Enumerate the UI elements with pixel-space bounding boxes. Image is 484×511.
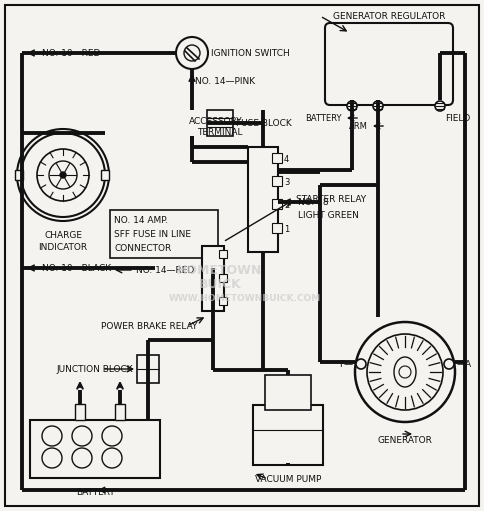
Text: BATTERY: BATTERY — [76, 487, 114, 497]
Circle shape — [37, 149, 89, 201]
Circle shape — [42, 426, 62, 446]
Text: NO. 14—PINK: NO. 14—PINK — [195, 77, 255, 85]
Bar — [272, 199, 282, 209]
Text: STARTER RELAY: STARTER RELAY — [296, 195, 366, 203]
Circle shape — [72, 426, 92, 446]
Circle shape — [102, 448, 122, 468]
Circle shape — [356, 359, 366, 369]
Text: NO. 14—RED: NO. 14—RED — [136, 266, 194, 274]
Text: POWER BRAKE RELAY: POWER BRAKE RELAY — [101, 321, 197, 331]
Circle shape — [347, 101, 357, 111]
Circle shape — [102, 426, 122, 446]
Bar — [272, 153, 282, 163]
Text: BUICK: BUICK — [198, 277, 242, 290]
Circle shape — [176, 37, 208, 69]
Bar — [219, 297, 227, 305]
Circle shape — [72, 448, 92, 468]
Bar — [202, 246, 224, 311]
Circle shape — [184, 45, 200, 61]
Text: F—: F— — [339, 360, 353, 368]
Text: JUNCTION BLOCK: JUNCTION BLOCK — [56, 364, 133, 374]
Text: IGNITION SWITCH: IGNITION SWITCH — [211, 49, 290, 58]
Circle shape — [367, 334, 443, 410]
Text: SFF FUSE IN LINE: SFF FUSE IN LINE — [114, 229, 191, 239]
Bar — [115, 404, 125, 420]
Text: GENERATOR: GENERATOR — [378, 436, 432, 445]
Text: WWW.HOMETOWNBUICK.COM: WWW.HOMETOWNBUICK.COM — [169, 293, 321, 303]
Ellipse shape — [394, 357, 416, 387]
Bar — [110, 210, 218, 258]
Text: ARM: ARM — [349, 122, 368, 130]
Bar — [30, 420, 160, 478]
Circle shape — [60, 172, 66, 178]
Circle shape — [17, 129, 109, 221]
Bar — [219, 250, 227, 258]
Bar — [75, 404, 85, 420]
Bar — [265, 375, 311, 410]
Text: HOMETOWN: HOMETOWN — [177, 264, 263, 276]
Text: CHARGE
INDICATOR: CHARGE INDICATOR — [38, 231, 88, 252]
Text: —A: —A — [457, 360, 472, 368]
Circle shape — [21, 133, 105, 217]
Text: 4: 4 — [284, 154, 289, 164]
Text: NO. 10—RED: NO. 10—RED — [42, 49, 100, 58]
Circle shape — [49, 161, 77, 189]
Circle shape — [42, 448, 62, 468]
Circle shape — [399, 366, 411, 378]
Circle shape — [373, 101, 383, 111]
Bar — [15, 170, 23, 180]
Text: LIGHT GREEN: LIGHT GREEN — [298, 211, 359, 220]
Text: BATTERY: BATTERY — [305, 113, 342, 123]
Circle shape — [435, 101, 445, 111]
Bar — [219, 274, 227, 282]
Text: VACUUM PUMP: VACUUM PUMP — [255, 475, 321, 483]
Bar — [207, 110, 233, 136]
Bar — [137, 355, 159, 383]
Text: 3: 3 — [284, 177, 289, 187]
Circle shape — [444, 359, 454, 369]
Bar — [248, 147, 278, 252]
Text: FIELD: FIELD — [445, 113, 470, 123]
Bar — [253, 405, 323, 465]
Text: NO. 18: NO. 18 — [298, 197, 329, 206]
Bar — [101, 170, 109, 180]
Text: ACCESSORY
TERMINAL: ACCESSORY TERMINAL — [189, 118, 243, 137]
Text: NO. 14 AMP.: NO. 14 AMP. — [114, 216, 168, 224]
Text: NO. 10—BLACK: NO. 10—BLACK — [42, 264, 111, 272]
Text: 1: 1 — [284, 224, 289, 234]
Bar — [272, 223, 282, 233]
Text: CONNECTOR: CONNECTOR — [114, 244, 171, 252]
Text: 2: 2 — [284, 200, 289, 210]
Text: FUSE BLOCK: FUSE BLOCK — [236, 119, 292, 128]
Bar — [272, 176, 282, 186]
Text: GENERATOR REGULATOR: GENERATOR REGULATOR — [333, 12, 445, 20]
FancyBboxPatch shape — [325, 23, 453, 105]
Circle shape — [355, 322, 455, 422]
